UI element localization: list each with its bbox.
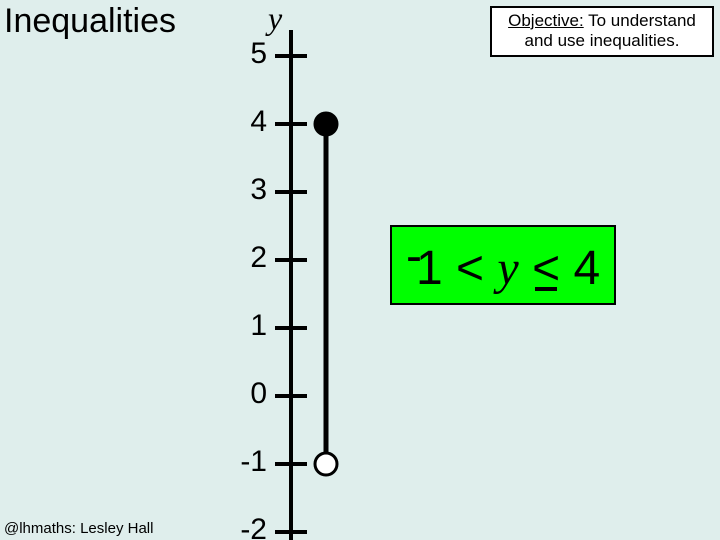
tick-label: 4 <box>223 105 267 139</box>
tick-label: 0 <box>223 377 267 411</box>
tick-label: -1 <box>223 445 267 479</box>
tick-label: 3 <box>223 173 267 207</box>
number-line-diagram <box>0 0 720 540</box>
tick-label: -2 <box>223 513 267 540</box>
tick-label: 2 <box>223 241 267 275</box>
tick-label: 5 <box>223 37 267 71</box>
tick-label: 1 <box>223 309 267 343</box>
